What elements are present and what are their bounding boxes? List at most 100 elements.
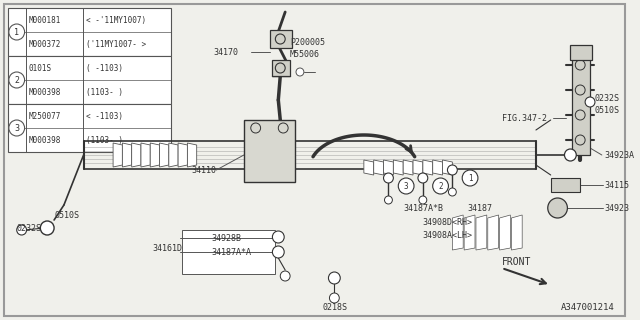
Polygon shape: [413, 160, 423, 175]
Polygon shape: [403, 160, 413, 175]
Polygon shape: [433, 160, 442, 175]
Text: 0101S: 0101S: [29, 63, 52, 73]
Circle shape: [548, 198, 568, 218]
Circle shape: [40, 221, 54, 235]
Polygon shape: [159, 143, 169, 167]
Circle shape: [564, 149, 576, 161]
Text: 34928B: 34928B: [211, 234, 241, 243]
Text: 1: 1: [14, 28, 19, 36]
Polygon shape: [464, 215, 475, 250]
Circle shape: [278, 123, 288, 133]
Text: 34908D<RH>: 34908D<RH>: [423, 218, 473, 227]
Polygon shape: [141, 143, 150, 167]
Circle shape: [296, 68, 304, 76]
Text: 34115: 34115: [605, 180, 630, 189]
Text: 2: 2: [14, 76, 19, 84]
Text: 34908A<LH>: 34908A<LH>: [423, 230, 473, 239]
Circle shape: [385, 196, 392, 204]
Text: 34110: 34110: [192, 165, 217, 174]
Text: M000398: M000398: [29, 135, 61, 145]
Bar: [273, 60, 290, 76]
Bar: [550, 178, 580, 192]
Circle shape: [575, 135, 585, 145]
Text: 34923: 34923: [605, 204, 630, 212]
Text: 34923A: 34923A: [605, 150, 635, 159]
Polygon shape: [122, 143, 132, 167]
Polygon shape: [488, 215, 499, 250]
Circle shape: [585, 97, 595, 107]
Text: < -'11MY1007): < -'11MY1007): [86, 15, 146, 25]
Circle shape: [398, 178, 414, 194]
Text: 3: 3: [14, 124, 19, 132]
Circle shape: [575, 85, 585, 95]
Bar: [572, 55, 590, 155]
Text: M000398: M000398: [29, 87, 61, 97]
Circle shape: [419, 196, 427, 204]
Polygon shape: [374, 160, 383, 175]
Polygon shape: [178, 143, 188, 167]
Circle shape: [418, 173, 428, 183]
Text: ('11MY1007- >: ('11MY1007- >: [86, 39, 146, 49]
Polygon shape: [394, 160, 403, 175]
Polygon shape: [188, 143, 196, 167]
Circle shape: [462, 170, 478, 186]
Text: 0510S: 0510S: [54, 211, 79, 220]
Circle shape: [9, 72, 24, 88]
Bar: [182, 230, 275, 274]
Circle shape: [447, 165, 458, 175]
Text: M250077: M250077: [29, 111, 61, 121]
Bar: [8, 56, 171, 104]
Circle shape: [575, 60, 585, 70]
Circle shape: [275, 63, 285, 73]
Bar: [8, 8, 171, 56]
Circle shape: [275, 34, 285, 44]
Circle shape: [328, 272, 340, 284]
Polygon shape: [452, 215, 463, 250]
Polygon shape: [383, 160, 394, 175]
Bar: [570, 45, 592, 60]
Polygon shape: [423, 160, 433, 175]
Text: ( -1103): ( -1103): [86, 63, 122, 73]
Circle shape: [9, 24, 24, 40]
Polygon shape: [169, 143, 178, 167]
Text: 34187: 34187: [467, 204, 492, 212]
Polygon shape: [511, 215, 522, 250]
Text: M000372: M000372: [29, 39, 61, 49]
Polygon shape: [132, 143, 141, 167]
Text: (1103- ): (1103- ): [86, 135, 122, 145]
Text: FRONT: FRONT: [502, 257, 531, 267]
Circle shape: [575, 110, 585, 120]
Text: (1103- ): (1103- ): [86, 87, 122, 97]
Text: M000181: M000181: [29, 15, 61, 25]
Circle shape: [273, 231, 284, 243]
Circle shape: [330, 293, 339, 303]
Circle shape: [433, 178, 449, 194]
Polygon shape: [364, 160, 374, 175]
Text: 34161D: 34161D: [152, 244, 182, 252]
Text: P200005: P200005: [290, 37, 325, 46]
Text: FIG.347-2: FIG.347-2: [502, 114, 547, 123]
Text: 0232S: 0232S: [16, 223, 42, 233]
Text: 0218S: 0218S: [323, 303, 348, 313]
Bar: [8, 104, 171, 152]
Circle shape: [17, 225, 26, 235]
Text: 34170: 34170: [213, 47, 238, 57]
Text: 2: 2: [438, 181, 443, 190]
Circle shape: [273, 246, 284, 258]
Text: 3: 3: [404, 181, 408, 190]
Text: 34187A*B: 34187A*B: [403, 204, 443, 212]
Circle shape: [280, 271, 290, 281]
Text: 0232S: 0232S: [595, 93, 620, 102]
Text: 1: 1: [468, 173, 472, 182]
Circle shape: [383, 173, 394, 183]
Polygon shape: [476, 215, 487, 250]
Text: 0510S: 0510S: [595, 106, 620, 115]
Polygon shape: [150, 143, 159, 167]
Text: < -1103): < -1103): [86, 111, 122, 121]
Text: A347001214: A347001214: [561, 303, 614, 312]
Bar: [271, 30, 292, 48]
Text: 34187A*A: 34187A*A: [211, 247, 252, 257]
Circle shape: [9, 120, 24, 136]
Circle shape: [251, 123, 260, 133]
Polygon shape: [113, 143, 122, 167]
